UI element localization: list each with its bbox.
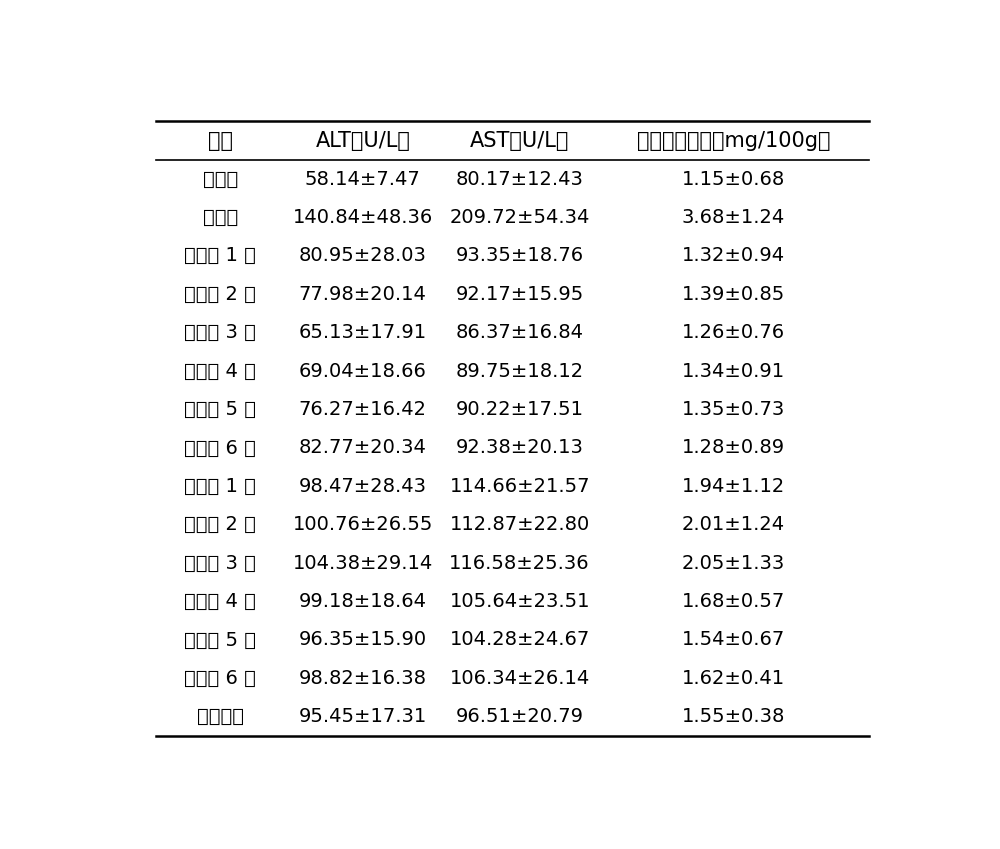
Text: 69.04±18.66: 69.04±18.66 [299,362,427,380]
Text: 86.37±16.84: 86.37±16.84 [456,323,584,342]
Text: 98.82±16.38: 98.82±16.38 [299,669,427,688]
Text: 80.95±28.03: 80.95±28.03 [299,246,427,266]
Text: 114.66±21.57: 114.66±21.57 [449,477,590,496]
Text: 209.72±54.34: 209.72±54.34 [449,208,590,227]
Text: 对比例 3 组: 对比例 3 组 [184,554,256,573]
Text: 2.05±1.33: 2.05±1.33 [682,554,785,573]
Text: 112.87±22.80: 112.87±22.80 [450,515,590,534]
Text: 106.34±26.14: 106.34±26.14 [450,669,590,688]
Text: 95.45±17.31: 95.45±17.31 [299,707,427,726]
Text: 2.01±1.24: 2.01±1.24 [682,515,785,534]
Text: 组别: 组别 [208,131,233,150]
Text: 对比例 5 组: 对比例 5 组 [184,631,256,649]
Text: 模型组: 模型组 [203,208,238,227]
Text: 1.28±0.89: 1.28±0.89 [682,438,785,458]
Text: 1.54±0.67: 1.54±0.67 [682,631,785,649]
Text: 实施例 4 组: 实施例 4 组 [184,362,256,380]
Text: 1.55±0.38: 1.55±0.38 [682,707,785,726]
Text: 104.38±29.14: 104.38±29.14 [293,554,433,573]
Text: 1.62±0.41: 1.62±0.41 [682,669,785,688]
Text: 1.34±0.91: 1.34±0.91 [682,362,785,380]
Text: 93.35±18.76: 93.35±18.76 [456,246,584,266]
Text: 92.17±15.95: 92.17±15.95 [456,284,584,304]
Text: 58.14±7.47: 58.14±7.47 [305,170,421,188]
Text: 105.64±23.51: 105.64±23.51 [449,592,590,611]
Text: 76.27±16.42: 76.27±16.42 [299,400,427,419]
Text: 1.32±0.94: 1.32±0.94 [682,246,785,266]
Text: 正常组: 正常组 [203,170,238,188]
Text: 1.26±0.76: 1.26±0.76 [682,323,785,342]
Text: 实施例 6 组: 实施例 6 组 [184,438,256,458]
Text: 89.75±18.12: 89.75±18.12 [456,362,584,380]
Text: 77.98±20.14: 77.98±20.14 [299,284,427,304]
Text: 99.18±18.64: 99.18±18.64 [299,592,427,611]
Text: 1.94±1.12: 1.94±1.12 [682,477,785,496]
Text: 116.58±25.36: 116.58±25.36 [449,554,590,573]
Text: 阳性药组: 阳性药组 [197,707,244,726]
Text: AST（U/L）: AST（U/L） [470,131,569,150]
Text: 对比例 4 组: 对比例 4 组 [184,592,256,611]
Text: 1.15±0.68: 1.15±0.68 [682,170,785,188]
Text: 实施例 2 组: 实施例 2 组 [184,284,256,304]
Text: 对比例 6 组: 对比例 6 组 [184,669,256,688]
Text: 对比例 2 组: 对比例 2 组 [184,515,256,534]
Text: 实施例 5 组: 实施例 5 组 [184,400,256,419]
Text: 羟脯氨酸含量（mg/100g）: 羟脯氨酸含量（mg/100g） [637,131,830,150]
Text: 92.38±20.13: 92.38±20.13 [456,438,584,458]
Text: 80.17±12.43: 80.17±12.43 [456,170,584,188]
Text: 90.22±17.51: 90.22±17.51 [456,400,584,419]
Text: 65.13±17.91: 65.13±17.91 [299,323,427,342]
Text: 3.68±1.24: 3.68±1.24 [682,208,785,227]
Text: 1.39±0.85: 1.39±0.85 [682,284,785,304]
Text: 对比例 1 组: 对比例 1 组 [184,477,256,496]
Text: 104.28±24.67: 104.28±24.67 [450,631,590,649]
Text: 1.35±0.73: 1.35±0.73 [682,400,785,419]
Text: 96.51±20.79: 96.51±20.79 [456,707,584,726]
Text: 82.77±20.34: 82.77±20.34 [299,438,427,458]
Text: 1.68±0.57: 1.68±0.57 [682,592,785,611]
Text: 实施例 1 组: 实施例 1 组 [184,246,256,266]
Text: 96.35±15.90: 96.35±15.90 [299,631,427,649]
Text: 98.47±28.43: 98.47±28.43 [299,477,427,496]
Text: ALT（U/L）: ALT（U/L） [315,131,410,150]
Text: 100.76±26.55: 100.76±26.55 [293,515,433,534]
Text: 140.84±48.36: 140.84±48.36 [293,208,433,227]
Text: 实施例 3 组: 实施例 3 组 [184,323,256,342]
